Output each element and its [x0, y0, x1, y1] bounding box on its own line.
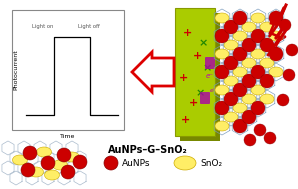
- FancyBboxPatch shape: [200, 92, 210, 104]
- Circle shape: [224, 20, 238, 34]
- Circle shape: [251, 65, 265, 79]
- Circle shape: [233, 83, 247, 97]
- Ellipse shape: [29, 167, 44, 177]
- Circle shape: [57, 148, 71, 162]
- Bar: [12, 10, 124, 130]
- Ellipse shape: [215, 13, 229, 23]
- Ellipse shape: [251, 49, 265, 59]
- Ellipse shape: [224, 40, 238, 50]
- Ellipse shape: [233, 67, 247, 77]
- Ellipse shape: [52, 160, 68, 170]
- Circle shape: [251, 29, 265, 43]
- Ellipse shape: [251, 13, 265, 23]
- Circle shape: [224, 92, 238, 106]
- Circle shape: [269, 11, 283, 25]
- Text: Light off: Light off: [78, 24, 100, 29]
- Circle shape: [254, 124, 266, 136]
- Circle shape: [242, 74, 256, 88]
- Ellipse shape: [260, 58, 274, 68]
- Circle shape: [215, 65, 229, 79]
- Circle shape: [73, 155, 87, 169]
- Circle shape: [244, 134, 256, 146]
- Text: e⁻: e⁻: [206, 73, 214, 79]
- Ellipse shape: [215, 49, 229, 59]
- Text: +: +: [188, 98, 198, 108]
- Circle shape: [260, 74, 274, 88]
- Ellipse shape: [13, 155, 27, 165]
- Ellipse shape: [251, 85, 265, 95]
- Text: ×: ×: [195, 88, 205, 98]
- FancyBboxPatch shape: [205, 57, 215, 69]
- Circle shape: [283, 69, 295, 81]
- Circle shape: [277, 94, 289, 106]
- Ellipse shape: [242, 22, 256, 32]
- Ellipse shape: [269, 31, 283, 41]
- Circle shape: [279, 19, 291, 31]
- Ellipse shape: [215, 121, 229, 131]
- Bar: [180, 13, 220, 141]
- Ellipse shape: [36, 147, 52, 157]
- Ellipse shape: [233, 103, 247, 113]
- Ellipse shape: [242, 58, 256, 68]
- Circle shape: [61, 165, 75, 179]
- Circle shape: [264, 132, 276, 144]
- Circle shape: [242, 38, 256, 52]
- Circle shape: [224, 56, 238, 70]
- Circle shape: [260, 38, 274, 52]
- Ellipse shape: [260, 94, 274, 104]
- Ellipse shape: [224, 112, 238, 122]
- Ellipse shape: [224, 76, 238, 86]
- Circle shape: [269, 47, 283, 61]
- Ellipse shape: [269, 67, 283, 77]
- Circle shape: [251, 101, 265, 115]
- Ellipse shape: [44, 170, 60, 180]
- Circle shape: [41, 156, 55, 170]
- Bar: [175, 8, 215, 136]
- Ellipse shape: [233, 31, 247, 41]
- Ellipse shape: [174, 156, 196, 170]
- Ellipse shape: [215, 85, 229, 95]
- Circle shape: [233, 119, 247, 133]
- Text: +: +: [179, 73, 188, 83]
- Text: Time: Time: [60, 133, 76, 139]
- Circle shape: [215, 29, 229, 43]
- Circle shape: [23, 146, 37, 160]
- Circle shape: [242, 110, 256, 124]
- Text: +: +: [193, 51, 202, 61]
- Text: +: +: [182, 28, 192, 38]
- Ellipse shape: [64, 152, 80, 162]
- Ellipse shape: [242, 94, 256, 104]
- Text: AuNPs: AuNPs: [122, 159, 150, 167]
- Text: ×: ×: [202, 63, 212, 73]
- Circle shape: [233, 47, 247, 61]
- Text: +: +: [180, 115, 190, 125]
- Text: Light on: Light on: [32, 24, 53, 29]
- Text: Photocurrent: Photocurrent: [13, 50, 18, 90]
- Text: AuNPs–G–SnO₂: AuNPs–G–SnO₂: [108, 145, 188, 155]
- Text: SnO₂: SnO₂: [200, 159, 222, 167]
- Circle shape: [104, 156, 118, 170]
- Circle shape: [215, 101, 229, 115]
- Text: e⁻: e⁻: [209, 88, 217, 92]
- Text: ×: ×: [198, 38, 208, 48]
- Circle shape: [286, 44, 298, 56]
- Ellipse shape: [260, 22, 274, 32]
- Circle shape: [21, 163, 35, 177]
- Circle shape: [233, 11, 247, 25]
